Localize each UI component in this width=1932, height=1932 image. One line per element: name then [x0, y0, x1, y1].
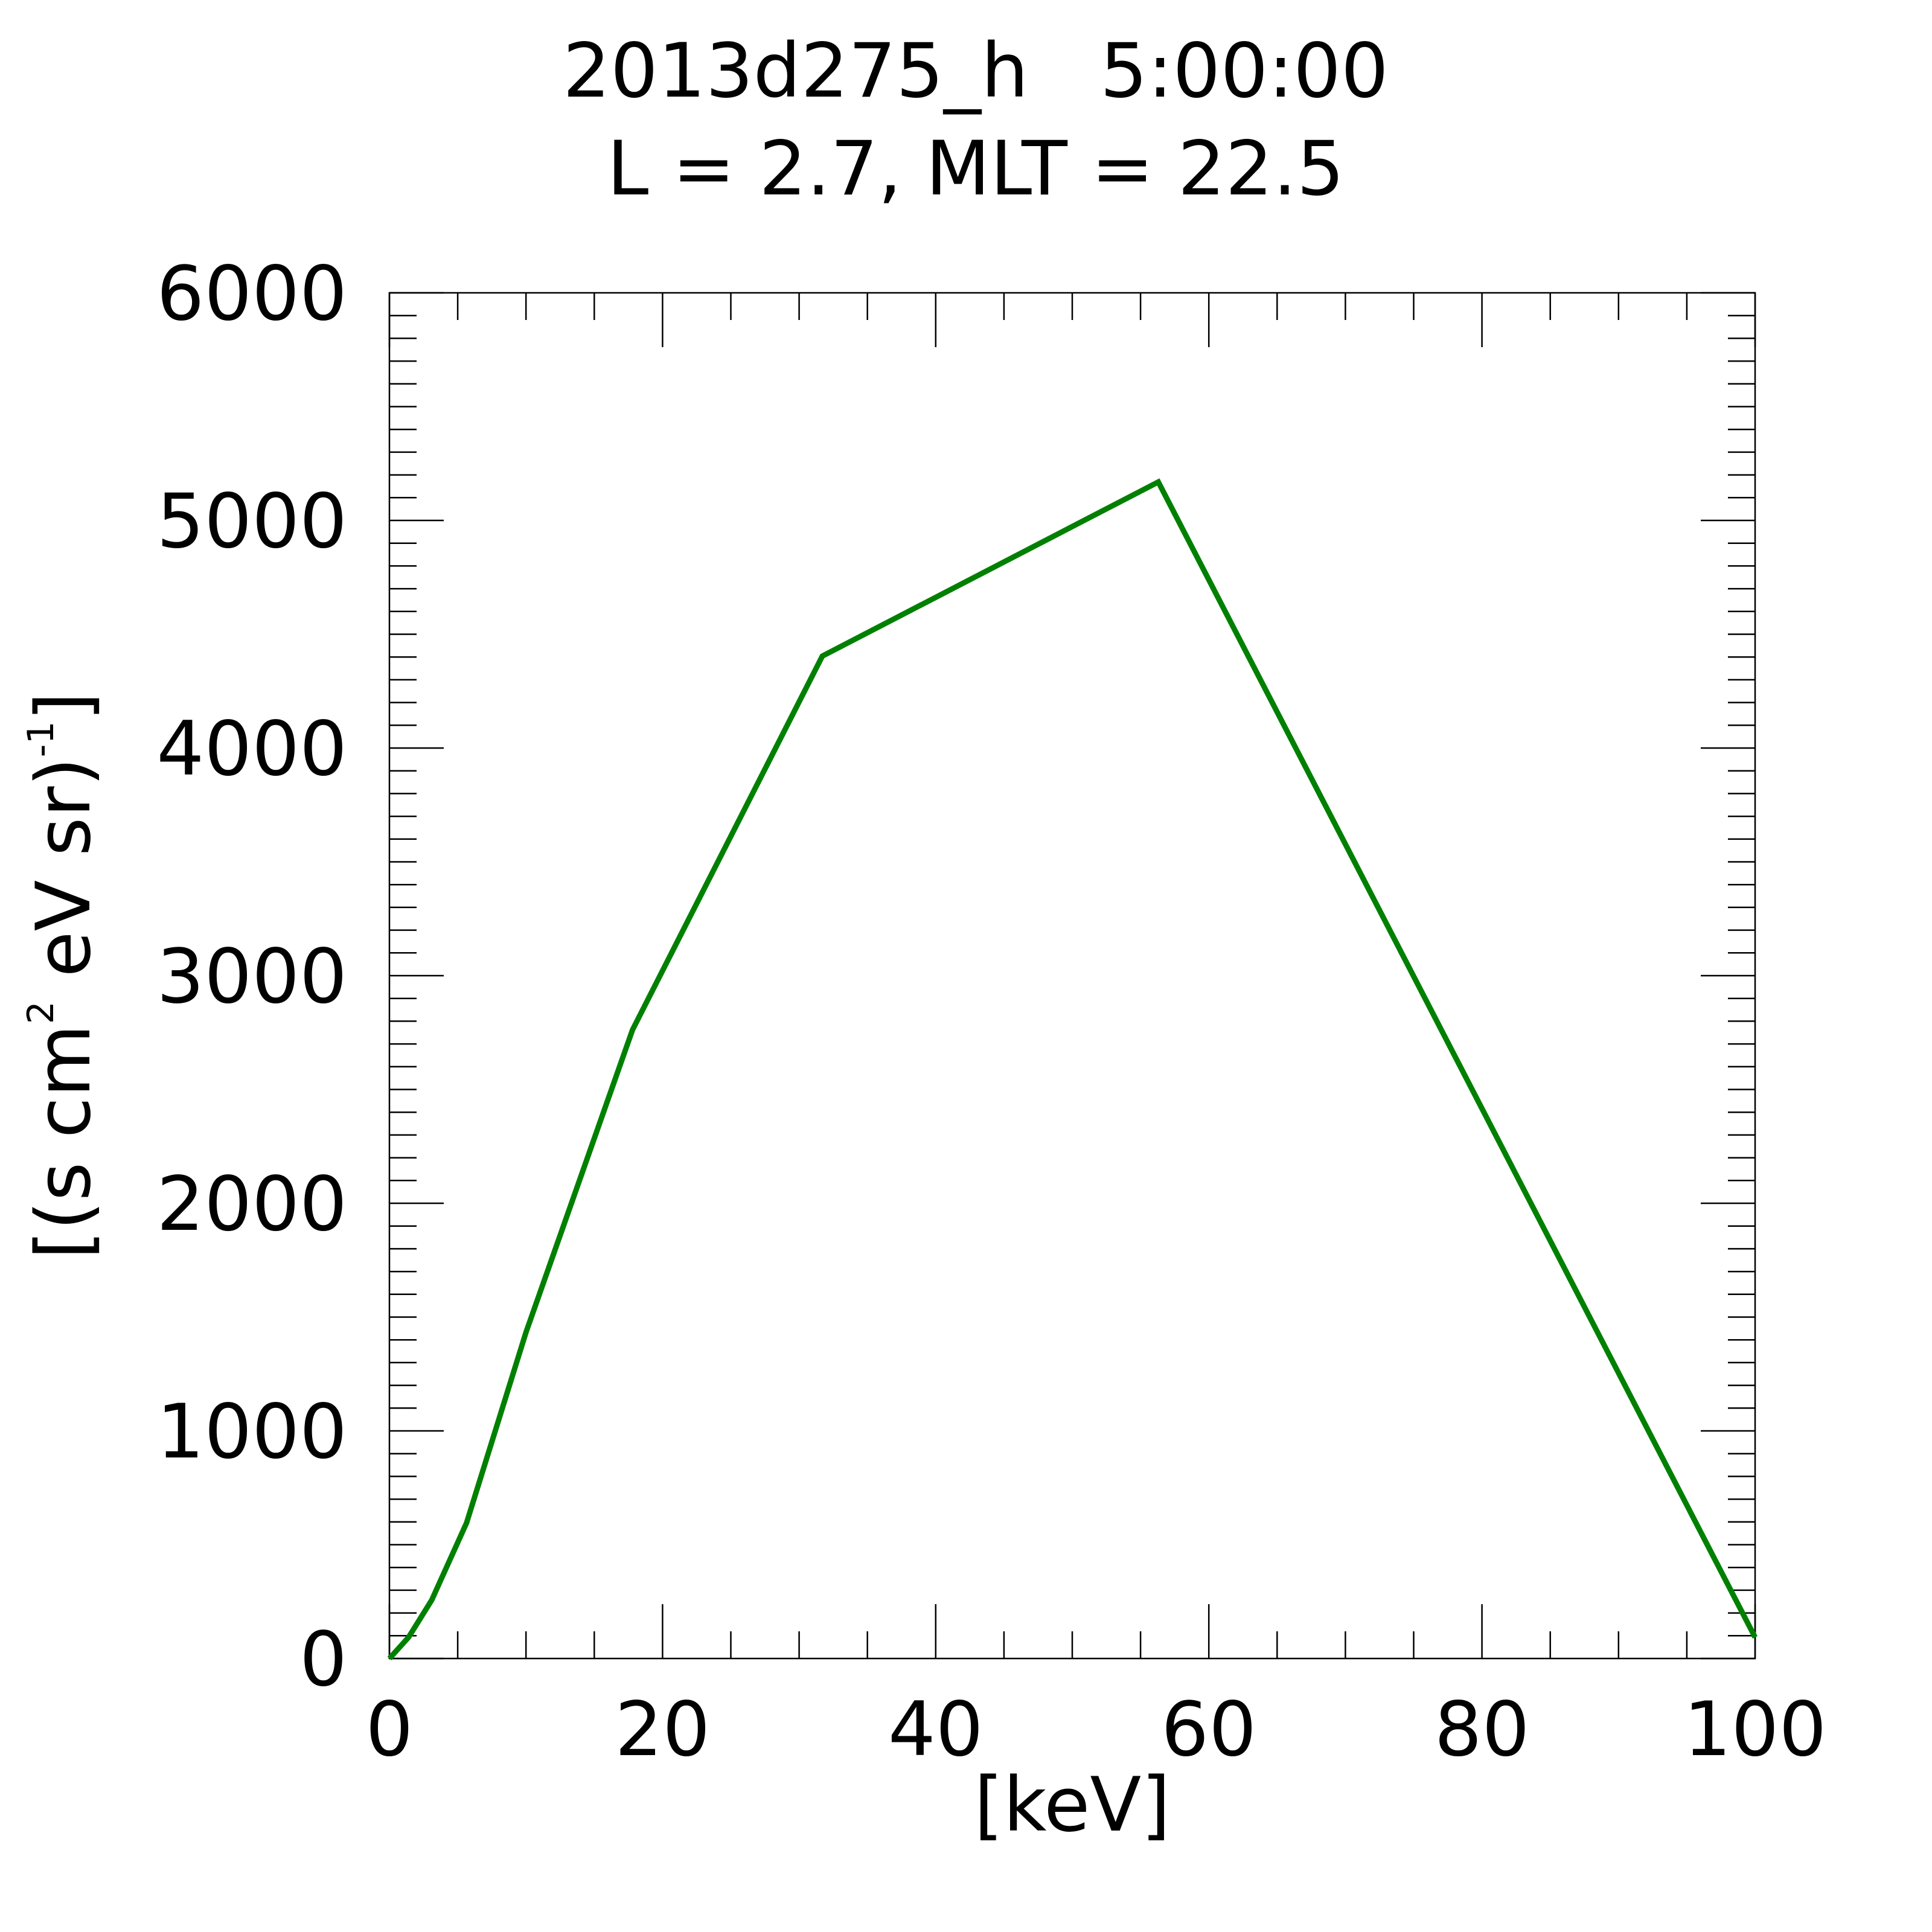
- y-axis-label-part: eV sr): [21, 757, 107, 1001]
- y-axis-label-part: [(s cm: [21, 1024, 107, 1259]
- y-axis-label-sup: -1: [20, 721, 62, 757]
- y-axis-label: [(s cm2 eV sr)-1]: [20, 692, 107, 1259]
- y-tick-label: 5000: [156, 478, 347, 565]
- x-tick-label: 60: [1161, 1686, 1256, 1773]
- x-tick-label: 20: [615, 1686, 711, 1773]
- plot-frame: [388, 292, 1756, 1660]
- chart-subtitle: L = 2.7, MLT = 22.5: [607, 126, 1344, 213]
- y-tick-label: 4000: [156, 706, 347, 793]
- y-axis-label-part: ]: [21, 692, 107, 721]
- y-tick-label: 1000: [156, 1389, 347, 1476]
- y-tick-label: 3000: [156, 933, 347, 1020]
- chart-title: 2013d275_h 5:00:00: [563, 28, 1389, 115]
- x-tick-label: 80: [1435, 1686, 1530, 1773]
- y-tick-label: 6000: [156, 251, 347, 337]
- data-line: [387, 478, 1758, 1661]
- x-tick-label: 0: [366, 1686, 414, 1773]
- y-tick-label: 0: [299, 1616, 347, 1703]
- y-tick-label: 2000: [156, 1161, 347, 1248]
- x-tick-label: 40: [888, 1686, 984, 1773]
- y-axis-label-sup: 2: [20, 1001, 62, 1024]
- x-tick-label: 100: [1684, 1686, 1827, 1773]
- x-axis-label: [keV]: [974, 1762, 1170, 1849]
